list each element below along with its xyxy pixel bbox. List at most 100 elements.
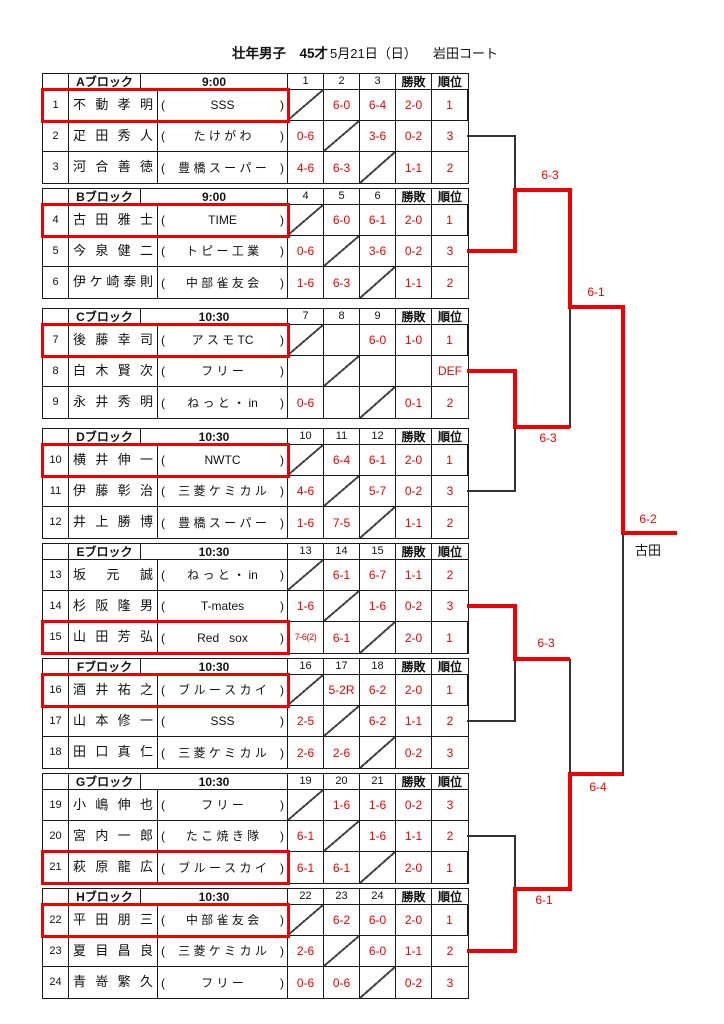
paren-right: ) [280, 515, 284, 530]
wl-cell: 0-2 [396, 790, 432, 821]
club-label: SSS [210, 714, 235, 728]
score-qf-ab: 6-3 [541, 168, 559, 182]
block-name: Eブロック [69, 544, 141, 560]
club-label: ア ス モ TC [191, 333, 254, 347]
paren-right: ) [280, 364, 284, 378]
paren-left: ( [161, 944, 165, 958]
wl-cell: 1-1 [396, 152, 432, 183]
player-name: 井上勝博 [69, 507, 158, 538]
start-time: 10:30 [141, 309, 288, 325]
wl-cell: 1-1 [396, 267, 432, 298]
club-label: ト ピ ー 工 業 [185, 244, 260, 258]
score-cell: 6-1 [324, 622, 360, 653]
diagonal-cell [288, 905, 324, 936]
corner-cell [43, 774, 69, 790]
block-H: Hブロック 10:30 22 23 24 勝敗 順位 22 平田朋三(中 部 雀 友 会) 6-2… [41, 888, 469, 999]
paren-left: ( [161, 683, 165, 697]
score-cell: 5-7 [360, 476, 396, 507]
paren-right: ) [280, 160, 284, 175]
paren-left: ( [161, 275, 165, 290]
row-number: 14 [43, 591, 69, 622]
club-label: た こ 焼 き 隊 [185, 829, 260, 843]
score-cell: 6-2 [360, 706, 396, 737]
score-cell: 1-6 [324, 790, 360, 821]
paren-left: ( [161, 829, 165, 843]
wl-header: 勝敗 [396, 544, 432, 560]
rank-cell: 1 [432, 445, 468, 476]
bracket-line [467, 835, 515, 837]
diagonal-cell [288, 790, 324, 821]
score-cell: 6-0 [360, 325, 396, 356]
start-time: 10:30 [141, 774, 288, 790]
score-cell: 2-5 [288, 706, 324, 737]
block-F: Fブロック 10:30 16 17 18 勝敗 順位 16 酒井祐之(ブ ル ー ス カ イ) 5… [41, 658, 469, 769]
paren-right: ) [280, 798, 284, 812]
match-number-header: 15 [360, 544, 396, 560]
score-sf-bottom: 6-4 [589, 780, 607, 794]
score-cell: 6-1 [324, 852, 360, 883]
row-number: 6 [43, 267, 69, 298]
score-cell: 5-2R [324, 675, 360, 706]
paren-left: ( [161, 98, 165, 112]
wl-cell: 1-1 [396, 821, 432, 852]
club-label: フ リ ー [201, 975, 244, 990]
score-cell: 6-1 [324, 560, 360, 591]
club-name: (T-mates) [158, 591, 288, 622]
bracket-line [467, 720, 515, 722]
block-name: Fブロック [69, 659, 141, 675]
club-name: (Red sox) [158, 622, 288, 653]
match-number-header: 8 [324, 309, 360, 325]
wl-header: 勝敗 [396, 889, 432, 905]
diagonal-cell [324, 591, 360, 622]
rank-cell: 3 [432, 591, 468, 622]
score-cell: 1-6 [360, 591, 396, 622]
diagonal-cell [324, 121, 360, 152]
player-name: 白木賢次 [69, 356, 158, 387]
corner-cell [43, 429, 69, 445]
wl-cell: 0-2 [396, 121, 432, 152]
rank-header: 順位 [432, 544, 468, 560]
paren-right: ) [280, 829, 284, 843]
player-name: 山本修一 [69, 706, 158, 737]
paren-right: ) [280, 975, 284, 990]
row-number: 4 [43, 205, 69, 236]
event-venue: 岩田コート [433, 46, 499, 61]
score-cell: 2-6 [288, 936, 324, 967]
club-label: 中 部 雀 友 会 [185, 913, 260, 927]
paren-right: ) [280, 944, 284, 958]
paren-left: ( [161, 213, 165, 227]
match-number-header: 12 [360, 429, 396, 445]
match-number-header: 10 [288, 429, 324, 445]
match-number-header: 4 [288, 189, 324, 205]
score-qf-gh: 6-1 [535, 893, 553, 907]
bracket-line [569, 307, 571, 428]
score-cell: 2-6 [288, 737, 324, 768]
rank-cell: 3 [446, 975, 454, 990]
match-number-header: 1 [288, 74, 324, 90]
player-name: 後藤幸司 [69, 325, 158, 356]
paren-right: ) [280, 860, 284, 875]
paren-right: ) [280, 913, 284, 927]
paren-left: ( [161, 484, 165, 498]
corner-cell [43, 189, 69, 205]
score-final: 6-2 [639, 512, 657, 526]
rank-cell: 2 [432, 936, 468, 967]
player-name: 今泉健二 [69, 236, 158, 267]
paren-right: ) [280, 484, 284, 498]
bracket-line [568, 772, 572, 891]
diagonal-cell [360, 387, 396, 418]
score-cell: 7-5 [324, 507, 360, 538]
club-label: NWTC [204, 453, 241, 467]
row-number: 23 [43, 936, 69, 967]
wl-header: 勝敗 [396, 309, 432, 325]
paren-left: ( [161, 714, 165, 728]
match-number-header: 22 [288, 889, 324, 905]
block-D: Dブロック 10:30 10 11 12 勝敗 順位 10 横井伸一(NWTC) 6-4 6-1 2-… [41, 428, 469, 539]
score-cell: 6-1 [360, 445, 396, 476]
match-number-header: 24 [360, 889, 396, 905]
score-cell: 6-2 [360, 675, 396, 706]
paren-right: ) [280, 333, 284, 347]
score-cell: 6-0 [360, 905, 396, 936]
score-cell [360, 356, 396, 387]
diagonal-cell [360, 967, 396, 998]
